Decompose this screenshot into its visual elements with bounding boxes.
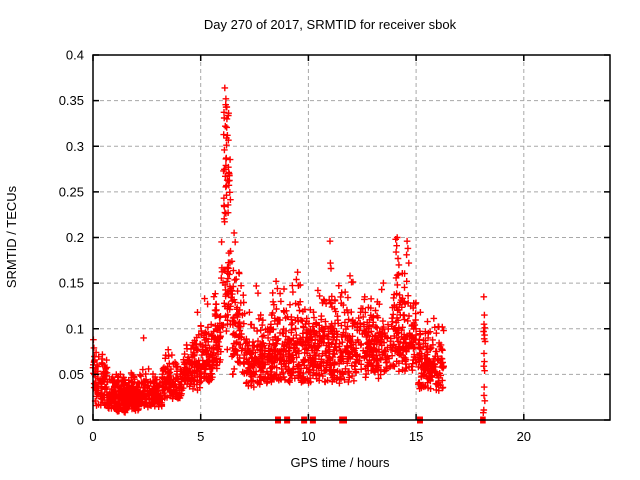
- x-tick-label: 20: [517, 429, 531, 444]
- y-tick-label: 0.35: [59, 93, 84, 108]
- x-tick-label: 5: [197, 429, 204, 444]
- chart-title: Day 270 of 2017, SRMTID for receiver sbo…: [204, 17, 457, 32]
- data-points: [89, 84, 489, 416]
- y-tick-label: 0.4: [66, 48, 84, 63]
- x-tick-label: 10: [301, 429, 315, 444]
- y-tick-label: 0.25: [59, 184, 84, 199]
- y-tick-label: 0.05: [59, 367, 84, 382]
- y-tick-label: 0: [77, 413, 84, 428]
- y-tick-label: 0.3: [66, 139, 84, 154]
- x-tick-label: 0: [89, 429, 96, 444]
- y-tick-label: 0.1: [66, 321, 84, 336]
- x-tick-label: 15: [409, 429, 423, 444]
- tick-marks: [92, 54, 610, 421]
- y-axis-label: SRMTID / TECUs: [4, 185, 19, 288]
- y-tick-label: 0.15: [59, 276, 84, 291]
- x-axis-label: GPS time / hours: [291, 455, 390, 470]
- y-tick-label: 0.2: [66, 230, 84, 245]
- grid-lines: [93, 55, 610, 420]
